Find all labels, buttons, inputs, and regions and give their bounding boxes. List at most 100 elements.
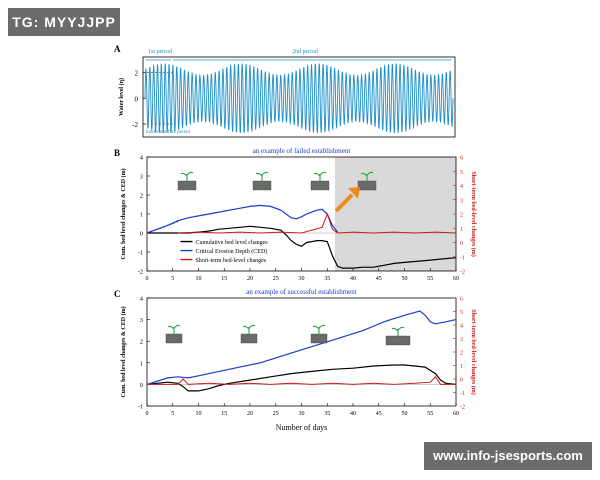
series-line-a bbox=[144, 63, 454, 134]
y-tick-label-c: 0 bbox=[140, 382, 143, 389]
soil-block bbox=[165, 333, 183, 344]
x-tick-label-b: 20 bbox=[247, 276, 253, 282]
y-tick-label-a: 2 bbox=[135, 69, 139, 77]
soil-block bbox=[310, 333, 328, 344]
soil-block bbox=[357, 180, 377, 191]
series-line-c-2 bbox=[146, 310, 457, 385]
y-tick-label-a: 0 bbox=[135, 95, 139, 103]
y-right-tick-label-b: 1 bbox=[460, 227, 463, 233]
y-right-tick-label-b: -2 bbox=[460, 270, 465, 276]
chart-title-b: an example of failed establishment bbox=[253, 147, 351, 155]
y-tick-label-b: 0 bbox=[140, 231, 143, 238]
soil-block bbox=[240, 333, 258, 344]
series-line-b-1 bbox=[147, 225, 457, 269]
plot-frame-a bbox=[142, 56, 456, 138]
x-tick-label-c: 20 bbox=[247, 411, 253, 417]
y-axis-label-a: Water level (η) bbox=[118, 78, 125, 116]
x-tick-label-b: 10 bbox=[196, 276, 202, 282]
y-right-tick-label-c: -2 bbox=[460, 405, 465, 411]
watermark-bottom[interactable]: www.info-jsesports.com bbox=[424, 442, 592, 470]
period-label-3: moderator flux period bbox=[146, 130, 190, 135]
x-tick-label-b: 50 bbox=[402, 276, 408, 282]
seedling-icon bbox=[167, 324, 181, 335]
x-tick-label-c: 55 bbox=[427, 411, 433, 417]
seedling-icon bbox=[242, 324, 256, 335]
legend-item-b: Cumulative bed level changes bbox=[195, 240, 268, 246]
series-line-c-3 bbox=[147, 376, 456, 385]
soil-block bbox=[177, 180, 197, 191]
y-right-tick-label-b: -1 bbox=[460, 255, 465, 261]
y-right-tick-label-c: 2 bbox=[460, 351, 463, 357]
y-tick-label-c: 2 bbox=[140, 339, 143, 346]
seedling-icon-c2 bbox=[240, 324, 258, 344]
y-tick-label-c: 1 bbox=[140, 360, 143, 367]
soil-block bbox=[385, 335, 411, 346]
watermark-top: TG: MYYJJPP bbox=[8, 8, 120, 36]
x-tick-label-c: 40 bbox=[350, 411, 356, 417]
seedling-icon-b1 bbox=[177, 171, 197, 191]
seedling-icon bbox=[391, 326, 405, 337]
y-right-tick-label-c: -1 bbox=[460, 391, 465, 397]
y-right-tick-label-c: 3 bbox=[460, 337, 463, 343]
y-right-axis-label-b: Short-term bed-level changes (m) bbox=[470, 171, 477, 256]
y-tick-label-c: 3 bbox=[140, 317, 143, 324]
y-right-tick-label-b: 0 bbox=[460, 241, 463, 247]
soil-block bbox=[252, 180, 272, 191]
y-tick-label-b: 2 bbox=[140, 193, 143, 200]
x-tick-label-b: 0 bbox=[146, 276, 149, 282]
y-tick-label-a: -2 bbox=[132, 121, 138, 129]
x-tick-label-b: 15 bbox=[221, 276, 227, 282]
panel-label-b: B bbox=[114, 148, 120, 158]
x-tick-label-c: 35 bbox=[324, 411, 330, 417]
panel-label-c: C bbox=[114, 289, 121, 299]
x-tick-label-b: 60 bbox=[453, 276, 459, 282]
x-tick-label-b: 40 bbox=[350, 276, 356, 282]
series-line-b-2 bbox=[146, 204, 339, 234]
y-right-tick-label-c: 5 bbox=[460, 310, 463, 316]
x-tick-label-b: 30 bbox=[299, 276, 305, 282]
arrow-head-icon bbox=[348, 187, 360, 199]
x-tick-label-c: 60 bbox=[453, 411, 459, 417]
x-tick-label-b: 35 bbox=[324, 276, 330, 282]
x-tick-label-c: 5 bbox=[171, 411, 174, 417]
y-tick-label-b: 3 bbox=[140, 174, 143, 181]
y-right-tick-label-c: 4 bbox=[460, 324, 463, 330]
x-tick-label-c: 15 bbox=[221, 411, 227, 417]
y-right-tick-label-c: 1 bbox=[460, 364, 463, 370]
y-right-tick-label-b: 4 bbox=[460, 184, 463, 190]
x-tick-label-c: 0 bbox=[146, 411, 149, 417]
y-right-axis-label-c: Short-term bed-level changes (m) bbox=[470, 309, 477, 394]
seedling-icon bbox=[312, 324, 326, 335]
y-axis-label-b: Cum. bed level changes & CED (m) bbox=[120, 168, 127, 259]
seedling-icon-c1 bbox=[165, 324, 183, 344]
legend-item-b: Critical Erosion Depth (CED) bbox=[195, 248, 267, 255]
series-line-c-1 bbox=[146, 364, 457, 392]
series-line-b-3 bbox=[177, 212, 457, 234]
seedling-icon-c3 bbox=[310, 324, 328, 344]
period-label-1: 1st period bbox=[148, 49, 172, 55]
y-tick-label-b: 4 bbox=[140, 155, 144, 162]
seedling-icon bbox=[255, 171, 269, 182]
arrow-icon bbox=[334, 193, 354, 213]
period-label-2: 2nd period bbox=[292, 49, 318, 55]
x-axis-label-c: Number of days bbox=[276, 423, 328, 432]
x-tick-label-c: 10 bbox=[196, 411, 202, 417]
seedling-icon bbox=[313, 171, 327, 182]
legend-item-b: Short-term bed-level changes bbox=[195, 258, 266, 264]
chart-title-c: an example of successful establishment bbox=[246, 288, 356, 296]
y-tick-label-c: -1 bbox=[138, 404, 143, 411]
y-tick-label-b: -1 bbox=[138, 250, 143, 257]
x-tick-label-c: 25 bbox=[273, 411, 279, 417]
seedling-icon-b4 bbox=[357, 171, 377, 191]
y-right-tick-label-c: 0 bbox=[460, 378, 463, 384]
y-right-tick-label-b: 6 bbox=[460, 156, 463, 162]
shaded-region-b bbox=[334, 157, 456, 271]
x-tick-label-b: 25 bbox=[273, 276, 279, 282]
y-right-tick-label-b: 2 bbox=[460, 213, 463, 219]
x-tick-label-b: 55 bbox=[427, 276, 433, 282]
y-axis-label-c: Cum. bed level changes & CED (m) bbox=[120, 306, 127, 397]
y-tick-label-c: 4 bbox=[140, 296, 144, 303]
seedling-icon bbox=[360, 171, 374, 182]
panel-label-a: A bbox=[114, 44, 121, 54]
